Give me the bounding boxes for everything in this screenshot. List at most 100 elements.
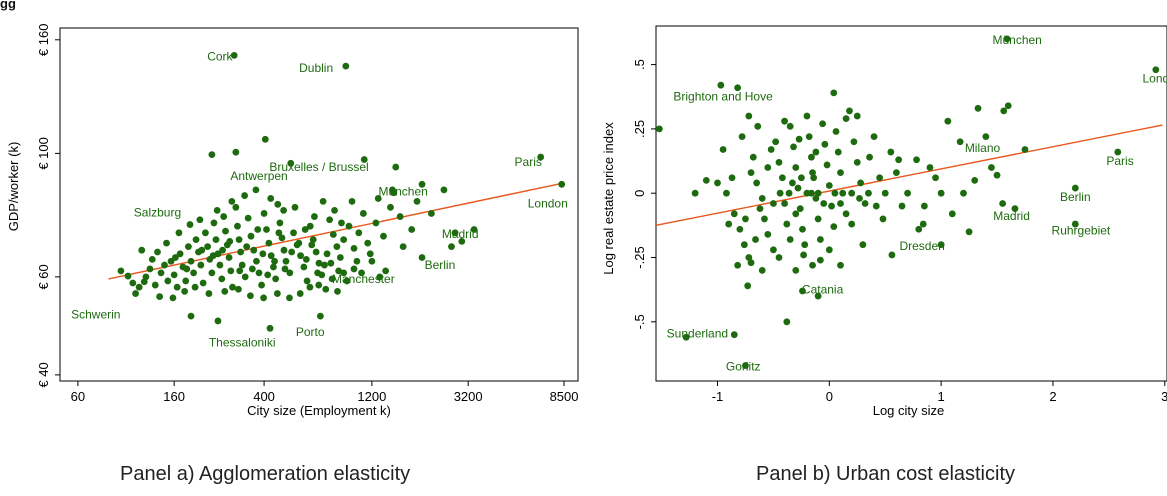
data-point [754,122,762,130]
data-point [227,267,235,275]
data-point [418,180,426,188]
data-point [808,189,815,197]
data-point [154,248,161,256]
data-point [944,117,952,125]
data-point [124,272,132,280]
data-point [321,261,328,269]
data-point [281,265,289,273]
data-point [745,254,753,261]
point-label: Schwerin [71,308,120,322]
data-point [222,227,229,235]
data-point [809,169,816,177]
data-point [1021,146,1029,153]
chart-panel-b: -1 0 1 2 3 -.5 -.25 0 .25 .5 Log city size Log real… [601,25,1167,418]
data-point [895,156,903,164]
y-tick-label: .25 [632,120,647,138]
x-tick-label: 3200 [454,389,483,404]
chart-panel-a: 60 160 400 1200 3200 8500 € 40 € 60 € 100 € 160 Ci… [6,24,579,418]
data-point [350,265,358,273]
data-point [288,248,296,256]
data-point [171,254,179,261]
data-point [247,232,255,240]
data-point [861,200,869,207]
data-point [208,151,216,159]
data-point [296,290,304,297]
data-point [786,236,794,243]
data-point [1011,205,1019,213]
data-point [274,200,282,208]
data-point [267,252,275,260]
x-tick-label: 1 [938,389,945,404]
data-point [785,189,793,197]
data-point [418,254,426,261]
data-point [173,283,181,291]
data-point [221,288,229,295]
data-point [893,169,900,177]
data-point [261,135,269,143]
data-point [175,229,183,237]
data-point [213,206,221,214]
data-point [789,179,796,187]
data-point [333,243,341,251]
data-point [387,203,394,211]
data-point [887,148,895,156]
data-point [340,236,348,244]
point-label: Gorlitz [726,360,761,374]
data-point [814,292,822,300]
data-point [366,250,374,258]
data-point [898,202,906,210]
data-point [775,158,783,166]
data-point [273,290,281,297]
data-point [988,164,995,171]
data-point [135,283,143,291]
data-point [794,184,802,192]
data-point [801,241,809,249]
data-point [730,331,738,339]
data-point [212,236,220,244]
data-point [328,275,336,283]
data-point [309,236,317,244]
data-point [214,317,222,325]
data-point [800,251,807,259]
data-point [255,269,263,277]
data-point [306,283,314,291]
data-point [775,254,783,261]
data-point [758,266,766,274]
point-label: Thessaloniki [209,335,276,349]
data-point [205,290,213,297]
data-point [258,281,265,289]
data-point [856,194,863,202]
data-point [776,189,784,197]
point-label: Berlin [1060,190,1091,204]
data-point [219,246,226,254]
data-point [723,189,730,197]
point-label: Madrid [442,227,479,241]
data-point [1071,184,1079,192]
point-label: München [992,33,1041,47]
data-point [440,186,448,194]
data-point [319,197,327,205]
data-point [756,205,764,213]
data-point [799,287,806,295]
data-point [825,182,833,189]
point-label: Porto [296,325,325,339]
data-point [204,243,212,251]
data-point [280,206,287,214]
data-point [226,237,234,245]
data-point [745,112,753,120]
data-point [828,202,835,210]
data-point [999,200,1007,207]
data-point [382,267,390,275]
data-point [913,156,920,164]
data-point [280,246,288,254]
fit-line [655,124,1163,227]
y-tick-label: € 160 [36,24,51,57]
data-point [888,251,896,259]
data-point [157,269,165,277]
data-point [389,186,396,194]
data-point [311,213,318,220]
data-point [876,174,884,182]
data-point [778,174,786,182]
y-axis-title: Log real estate price index [601,122,616,275]
data-point [821,140,829,148]
